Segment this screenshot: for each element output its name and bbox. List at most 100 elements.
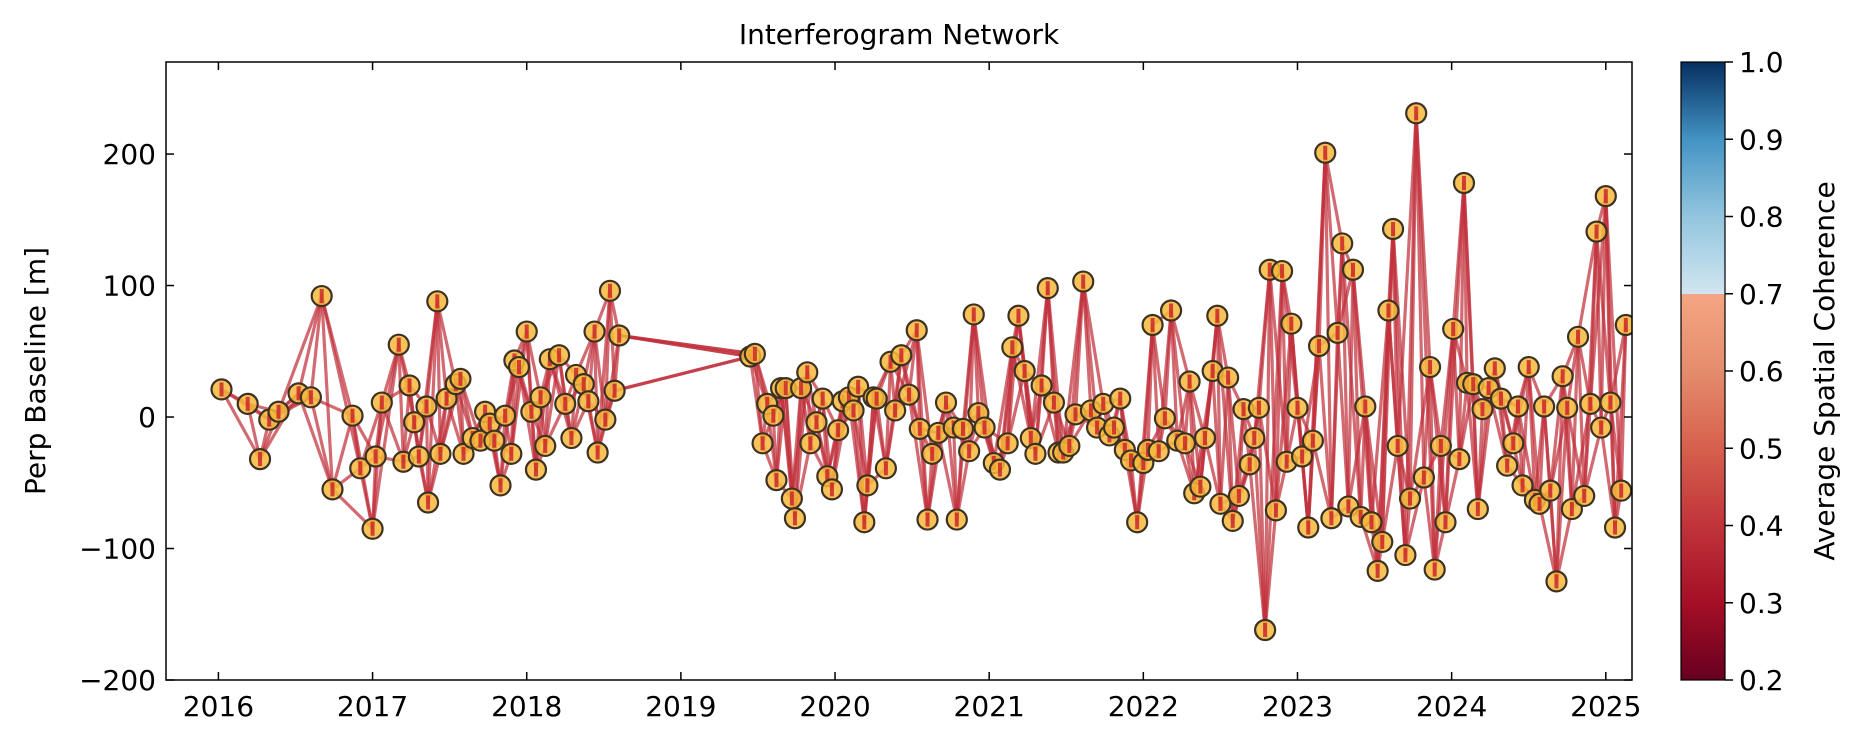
acquisition-node xyxy=(765,469,788,492)
colorbar-tick-label: 0.4 xyxy=(1739,510,1784,543)
acquisition-node xyxy=(1496,454,1519,477)
acquisition-node xyxy=(805,411,828,434)
acquisition-node xyxy=(1483,357,1506,380)
acquisition-node xyxy=(1109,387,1132,410)
acquisition-node xyxy=(608,324,631,347)
interferogram-edge xyxy=(1570,335,1580,511)
acquisition-node xyxy=(1551,365,1574,388)
acquisition-node xyxy=(1173,432,1197,455)
acquisition-node xyxy=(403,411,426,434)
acquisition-node xyxy=(743,342,766,366)
acquisition-node xyxy=(1533,395,1556,418)
acquisition-node xyxy=(780,487,803,510)
acquisition-node xyxy=(945,508,968,531)
acquisition-node xyxy=(560,426,583,450)
interferogram-edge xyxy=(1351,268,1363,519)
acquisition-node xyxy=(1614,313,1632,337)
interferogram-edge xyxy=(1006,369,1027,445)
interferogram-edge xyxy=(972,312,996,465)
acquisition-node xyxy=(494,404,517,427)
acquisition-node xyxy=(1599,391,1622,414)
acquisition-node xyxy=(934,391,958,414)
acquisition-node xyxy=(1418,355,1442,379)
acquisition-node xyxy=(1221,509,1244,532)
acquisition-node xyxy=(1307,334,1331,358)
interferogram-edge xyxy=(1039,286,1050,388)
acquisition-node xyxy=(1434,511,1457,534)
acquisition-node xyxy=(1206,304,1229,327)
x-tick-label: 2022 xyxy=(1108,690,1179,723)
acquisition-node xyxy=(1341,258,1365,281)
acquisition-node xyxy=(1585,220,1608,243)
acquisition-node xyxy=(1371,530,1394,554)
acquisition-node xyxy=(603,379,626,402)
acquisition-node xyxy=(1448,447,1471,471)
acquisition-node xyxy=(820,478,844,501)
interferogram-edge xyxy=(592,329,600,455)
acquisition-node xyxy=(884,399,907,422)
acquisition-node xyxy=(416,491,440,514)
acquisition-node xyxy=(1398,487,1422,510)
x-tick-label: 2024 xyxy=(1416,690,1487,723)
x-tick-label: 2017 xyxy=(337,690,408,723)
y-tick-label: −100 xyxy=(79,533,156,566)
acquisition-node xyxy=(1354,395,1377,418)
acquisition-node xyxy=(890,344,913,367)
acquisition-node xyxy=(1001,336,1024,359)
y-tick-label: −200 xyxy=(79,664,156,697)
acquisition-node xyxy=(387,333,410,356)
acquisition-node xyxy=(236,392,259,415)
acquisition-node xyxy=(897,383,921,406)
interferogram-edge xyxy=(592,329,607,422)
interferogram-edge xyxy=(936,431,959,522)
acquisition-node xyxy=(349,457,372,480)
interferogram-edge xyxy=(1073,279,1085,416)
acquisition-node xyxy=(865,387,888,410)
acquisition-node xyxy=(398,374,421,397)
acquisition-node xyxy=(1153,407,1177,430)
colorbar-label: Average Spatial Coherence xyxy=(1808,181,1841,560)
acquisition-node xyxy=(515,320,538,343)
acquisition-node xyxy=(341,404,364,427)
interferogram-edge xyxy=(370,343,401,531)
interferogram-edge xyxy=(1311,439,1334,520)
acquisition-node xyxy=(856,474,879,497)
acquisition-node xyxy=(1429,434,1452,458)
interferogram-edge xyxy=(397,343,405,464)
interferogram-edge xyxy=(1346,404,1367,509)
acquisition-node xyxy=(1610,479,1632,502)
interferogram-edge xyxy=(525,329,543,399)
acquisition-node xyxy=(415,395,438,418)
acquisition-node xyxy=(1141,313,1164,337)
acquisition-node xyxy=(1566,325,1590,348)
acquisition-node xyxy=(842,399,865,422)
acquisition-node xyxy=(1517,355,1540,379)
x-tick-label: 2023 xyxy=(1262,690,1333,723)
acquisition-node xyxy=(1603,516,1627,539)
interferogram-edge xyxy=(1408,111,1418,501)
acquisition-node xyxy=(1360,511,1383,534)
acquisition-node xyxy=(958,440,981,463)
acquisition-node xyxy=(988,458,1012,481)
interferogram-edge xyxy=(296,391,335,491)
y-tick-label: 100 xyxy=(103,270,156,303)
acquisition-node xyxy=(774,376,797,400)
acquisition-node xyxy=(1545,570,1568,593)
acquisition-node xyxy=(962,303,985,326)
interferogram-edge xyxy=(1150,323,1161,453)
acquisition-node xyxy=(1326,321,1349,344)
colorbar-tick-label: 0.8 xyxy=(1739,201,1784,234)
acquisition-node xyxy=(507,355,531,379)
interferogram-edge xyxy=(1274,269,1284,512)
acquisition-node xyxy=(483,429,506,452)
acquisition-node xyxy=(1502,432,1525,455)
interferogram-edge xyxy=(603,289,612,422)
acquisition-node xyxy=(407,445,430,468)
colorbar-tick-label: 0.9 xyxy=(1739,123,1784,156)
acquisition-node xyxy=(364,445,387,468)
acquisition-node xyxy=(1556,396,1579,419)
interferogram-edge xyxy=(614,354,751,393)
acquisition-node xyxy=(1058,434,1081,458)
interferogram-edge xyxy=(1163,308,1173,420)
y-tick-label: 200 xyxy=(103,138,156,171)
